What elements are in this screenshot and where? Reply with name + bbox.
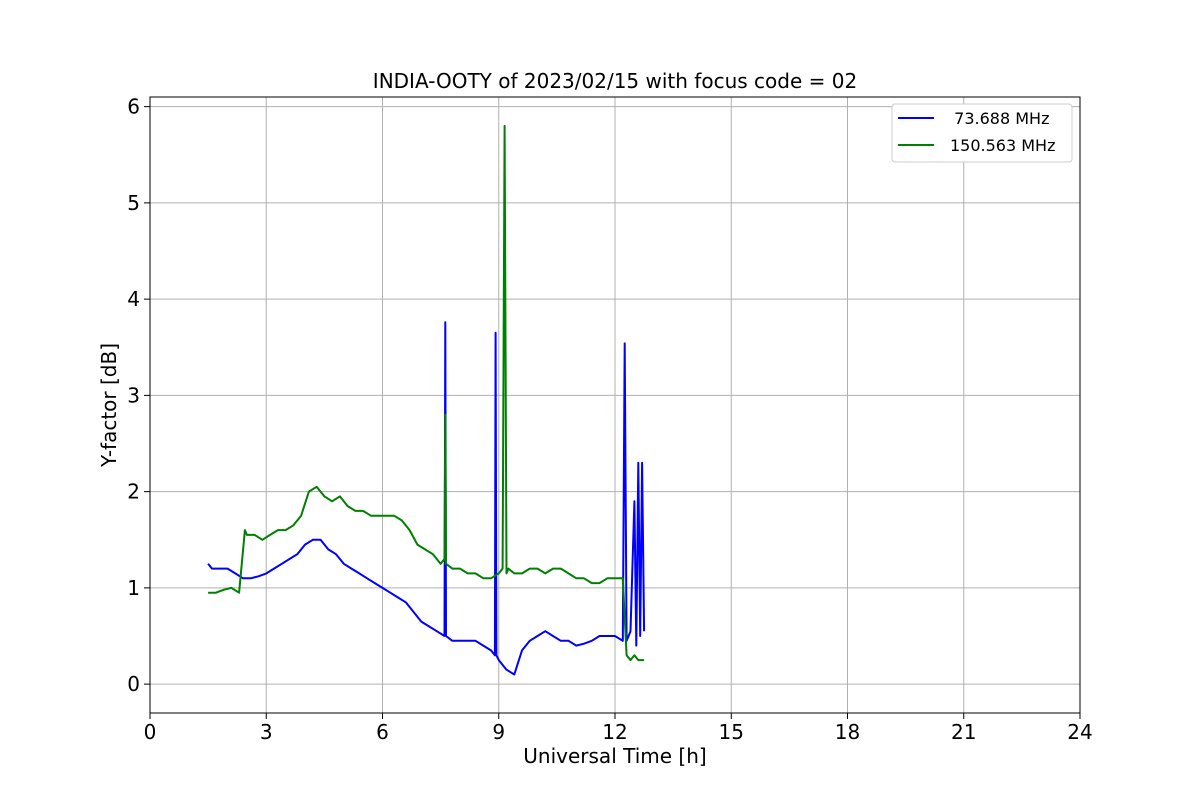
y-tick-label: 5	[127, 191, 140, 215]
series-line-0	[207, 321, 646, 676]
y-tick-label: 4	[127, 287, 140, 311]
y-tick-label: 2	[127, 480, 140, 504]
x-tick-label: 3	[260, 720, 273, 744]
chart-title: INDIA-OOTY of 2023/02/15 with focus code…	[373, 69, 857, 93]
y-tick-label: 6	[127, 95, 140, 119]
legend-frame	[891, 103, 1073, 163]
legend: 73.688 MHz 150.563 MHz	[891, 103, 1073, 163]
x-tick-label: 15	[719, 720, 744, 744]
series-line-1	[208, 124, 645, 662]
y-tick-label: 0	[127, 672, 140, 696]
y-axis-ticks: 0 1 2 3 4 5 6	[127, 95, 150, 696]
x-tick-label: 6	[376, 720, 389, 744]
x-tick-label: 12	[602, 720, 627, 744]
y-axis-label: Y-factor [dB]	[97, 343, 121, 468]
x-tick-label: 24	[1067, 720, 1092, 744]
x-axis-ticks: 0 3 6 9 12 15 18 21 24	[144, 713, 1093, 744]
x-tick-label: 21	[951, 720, 976, 744]
x-tick-label: 18	[835, 720, 860, 744]
series-layer	[207, 124, 646, 676]
legend-label-150mhz: 150.563 MHz	[950, 136, 1055, 155]
x-tick-label: 9	[492, 720, 505, 744]
y-tick-label: 3	[127, 383, 140, 407]
y-tick-label: 1	[127, 576, 140, 600]
x-axis-label: Universal Time [h]	[523, 744, 706, 768]
x-tick-label: 0	[144, 720, 157, 744]
legend-label-73mhz: 73.688 MHz	[944, 109, 1049, 128]
